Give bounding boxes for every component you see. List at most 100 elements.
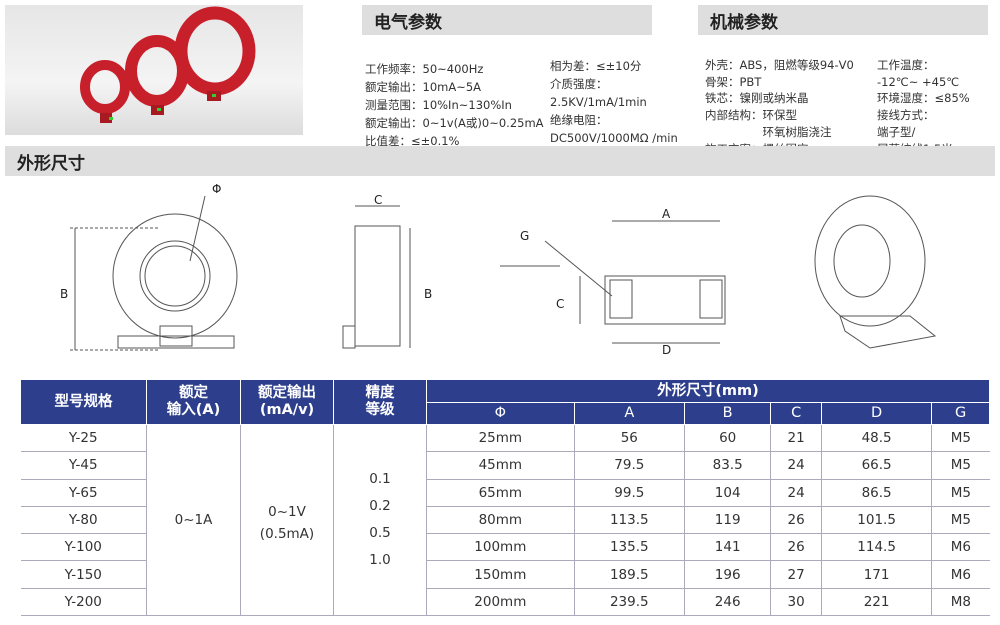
- spec-line: 端子型/: [877, 124, 916, 139]
- cell-dim: 189.5: [573, 560, 685, 589]
- label-d: D: [662, 343, 671, 357]
- label-a: A: [662, 207, 671, 221]
- spec-line: -12℃~ +45℃: [877, 74, 960, 89]
- cell-model: Y-25: [20, 424, 147, 453]
- spec-line: 环氧树脂浇注: [705, 124, 832, 139]
- spec-line: 工作温度：: [877, 57, 935, 72]
- output-line: (0.5mA): [259, 526, 315, 543]
- cell-dim: M5: [931, 424, 990, 453]
- spec-table: 型号规格 额定 输入(A) 额定输出 (mA/v) 精度 等级 外形尺寸(mm)…: [20, 379, 990, 617]
- mechanical-params-heading: 机械参数: [698, 5, 988, 35]
- label-b: B: [424, 287, 432, 301]
- accuracy-value: 1.0: [369, 552, 391, 569]
- cell-dim: 101.5: [820, 506, 932, 535]
- cell-dim: 27: [770, 560, 822, 589]
- cell-dim: 239.5: [573, 588, 685, 617]
- mechanical-params-left: 外壳：ABS，阻燃等级94-V0 骨架：PBT 铁芯：镍刚或纳米晶 内部结构：环保型 …: [705, 40, 854, 158]
- cell-dim: 45mm: [426, 451, 575, 480]
- cell-dim: 119: [683, 506, 771, 535]
- header-c: C: [770, 402, 822, 425]
- table-row: Y-150 150mm 189.5 196 27 171 M6: [20, 560, 990, 589]
- electrical-params-heading: 电气参数: [362, 5, 652, 35]
- side-view-drawing: C B: [342, 193, 432, 349]
- table-row: Y-65 65mm 99.5 104 24 86.5 M5: [20, 479, 990, 507]
- table-row: Y-100 100mm 135.5 141 26 114.5 M6: [20, 533, 990, 562]
- product-photo: [5, 5, 303, 135]
- spec-line: 内部结构：环保型: [705, 108, 797, 123]
- cell-dim: 79.5: [573, 451, 685, 480]
- cell-dim: 83.5: [683, 451, 771, 480]
- spec-line: 2.5KV/1mA/1min: [550, 95, 647, 109]
- cell-output: 0~1V (0.5mA): [240, 424, 334, 617]
- cell-dim: 26: [770, 533, 822, 562]
- cell-dim: 24: [770, 451, 822, 480]
- cell-dim: 150mm: [426, 560, 575, 589]
- label-b: B: [60, 287, 68, 301]
- 3d-view-drawing: [814, 195, 937, 349]
- table-row: Y-45 45mm 79.5 83.5 24 66.5 M5: [20, 451, 990, 480]
- table-row: Y-200 200mm 239.5 246 30 221 M8: [20, 588, 990, 617]
- cell-dim: 24: [770, 479, 822, 507]
- spec-line: 铁芯：镍刚或纳米晶: [705, 91, 809, 106]
- label-g: G: [520, 229, 529, 243]
- dimensions-heading: 外形尺寸: [5, 146, 995, 176]
- output-line: 0~1V: [268, 504, 306, 521]
- cell-model: Y-200: [20, 588, 147, 617]
- cell-dim: 26: [770, 506, 822, 535]
- cell-dim: 48.5: [820, 424, 932, 453]
- cell-dim: 141: [683, 533, 771, 562]
- spec-line: 骨架：PBT: [705, 74, 762, 89]
- cell-dim: 21: [770, 424, 822, 453]
- header-dimensions: 外形尺寸(mm): [426, 379, 990, 403]
- cell-model: Y-65: [20, 479, 147, 507]
- spec-line: 比值差：≤±0.1%: [365, 134, 460, 148]
- cell-accuracy: 0.1 0.2 0.5 1.0: [333, 424, 427, 617]
- cell-dim: 114.5: [820, 533, 932, 562]
- cell-dim: 100mm: [426, 533, 575, 562]
- cell-dim: M8: [931, 588, 990, 617]
- cell-model: Y-45: [20, 451, 147, 480]
- cell-dim: M6: [931, 560, 990, 589]
- cell-model: Y-80: [20, 506, 147, 535]
- cell-dim: 80mm: [426, 506, 575, 535]
- dimension-drawings: B Φ C B A D C G: [60, 182, 937, 357]
- cell-dim: 99.5: [573, 479, 685, 507]
- cell-model: Y-100: [20, 533, 147, 562]
- electrical-params-right: 相为差：≤±10分 介质强度： 2.5KV/1mA/1min 绝缘电阻： DC500V/…: [550, 39, 678, 147]
- mechanical-params-right: 工作温度：-12℃~ +45℃环境湿度：≤85%接线方式：端子型/屏蔽绞线1.5…: [877, 40, 970, 158]
- accuracy-value: 0.2: [369, 498, 391, 515]
- cell-dim: 56: [573, 424, 685, 453]
- cell-dim: 171: [820, 560, 932, 589]
- bottom-view-drawing: A D C G: [500, 207, 726, 357]
- accuracy-value: 0.5: [369, 525, 391, 542]
- cell-dim: 60: [683, 424, 771, 453]
- header-b: B: [683, 402, 772, 425]
- spec-line: 相为差：≤±10分: [550, 59, 642, 73]
- front-view-drawing: B Φ: [60, 182, 238, 351]
- cell-dim: 65mm: [426, 479, 575, 507]
- cell-model: Y-150: [20, 560, 147, 589]
- spec-line: DC500V/1000MΩ /min: [550, 131, 678, 145]
- table-row: Y-25 0~1A 0~1V (0.5mA) 0.1 0.2 0.5 1.0 25mm 56 60 2…: [20, 424, 990, 617]
- cell-dim: 66.5: [820, 451, 932, 480]
- table-row: Y-80 80mm 113.5 119 26 101.5 M5: [20, 506, 990, 535]
- spec-line: 接线方式：: [877, 108, 935, 123]
- header-accuracy: 精度 等级: [333, 379, 427, 425]
- header-a: A: [573, 402, 685, 425]
- header-model: 型号规格: [20, 379, 147, 425]
- cell-dim: 25mm: [426, 424, 575, 453]
- accuracy-value: 0.1: [369, 471, 391, 488]
- cell-dim: M5: [931, 506, 990, 535]
- header-input: 额定 输入(A): [146, 379, 241, 425]
- cell-dim: M6: [931, 533, 990, 562]
- label-c: C: [556, 297, 564, 311]
- cell-dim: 135.5: [573, 533, 685, 562]
- header-output: 额定输出 (mA/v): [240, 379, 334, 425]
- spec-line: 环境湿度：≤85%: [877, 91, 970, 106]
- electrical-params-left: 工作频率：50~400Hz 额定输出：10mA~5A 测量范围：10%In~130%…: [365, 42, 544, 150]
- cell-dim: 196: [683, 560, 771, 589]
- spec-line: 绝缘电阻：: [550, 113, 608, 127]
- red-rings-image: [80, 6, 256, 123]
- cell-dim: M5: [931, 451, 990, 480]
- cell-dim: 113.5: [573, 506, 685, 535]
